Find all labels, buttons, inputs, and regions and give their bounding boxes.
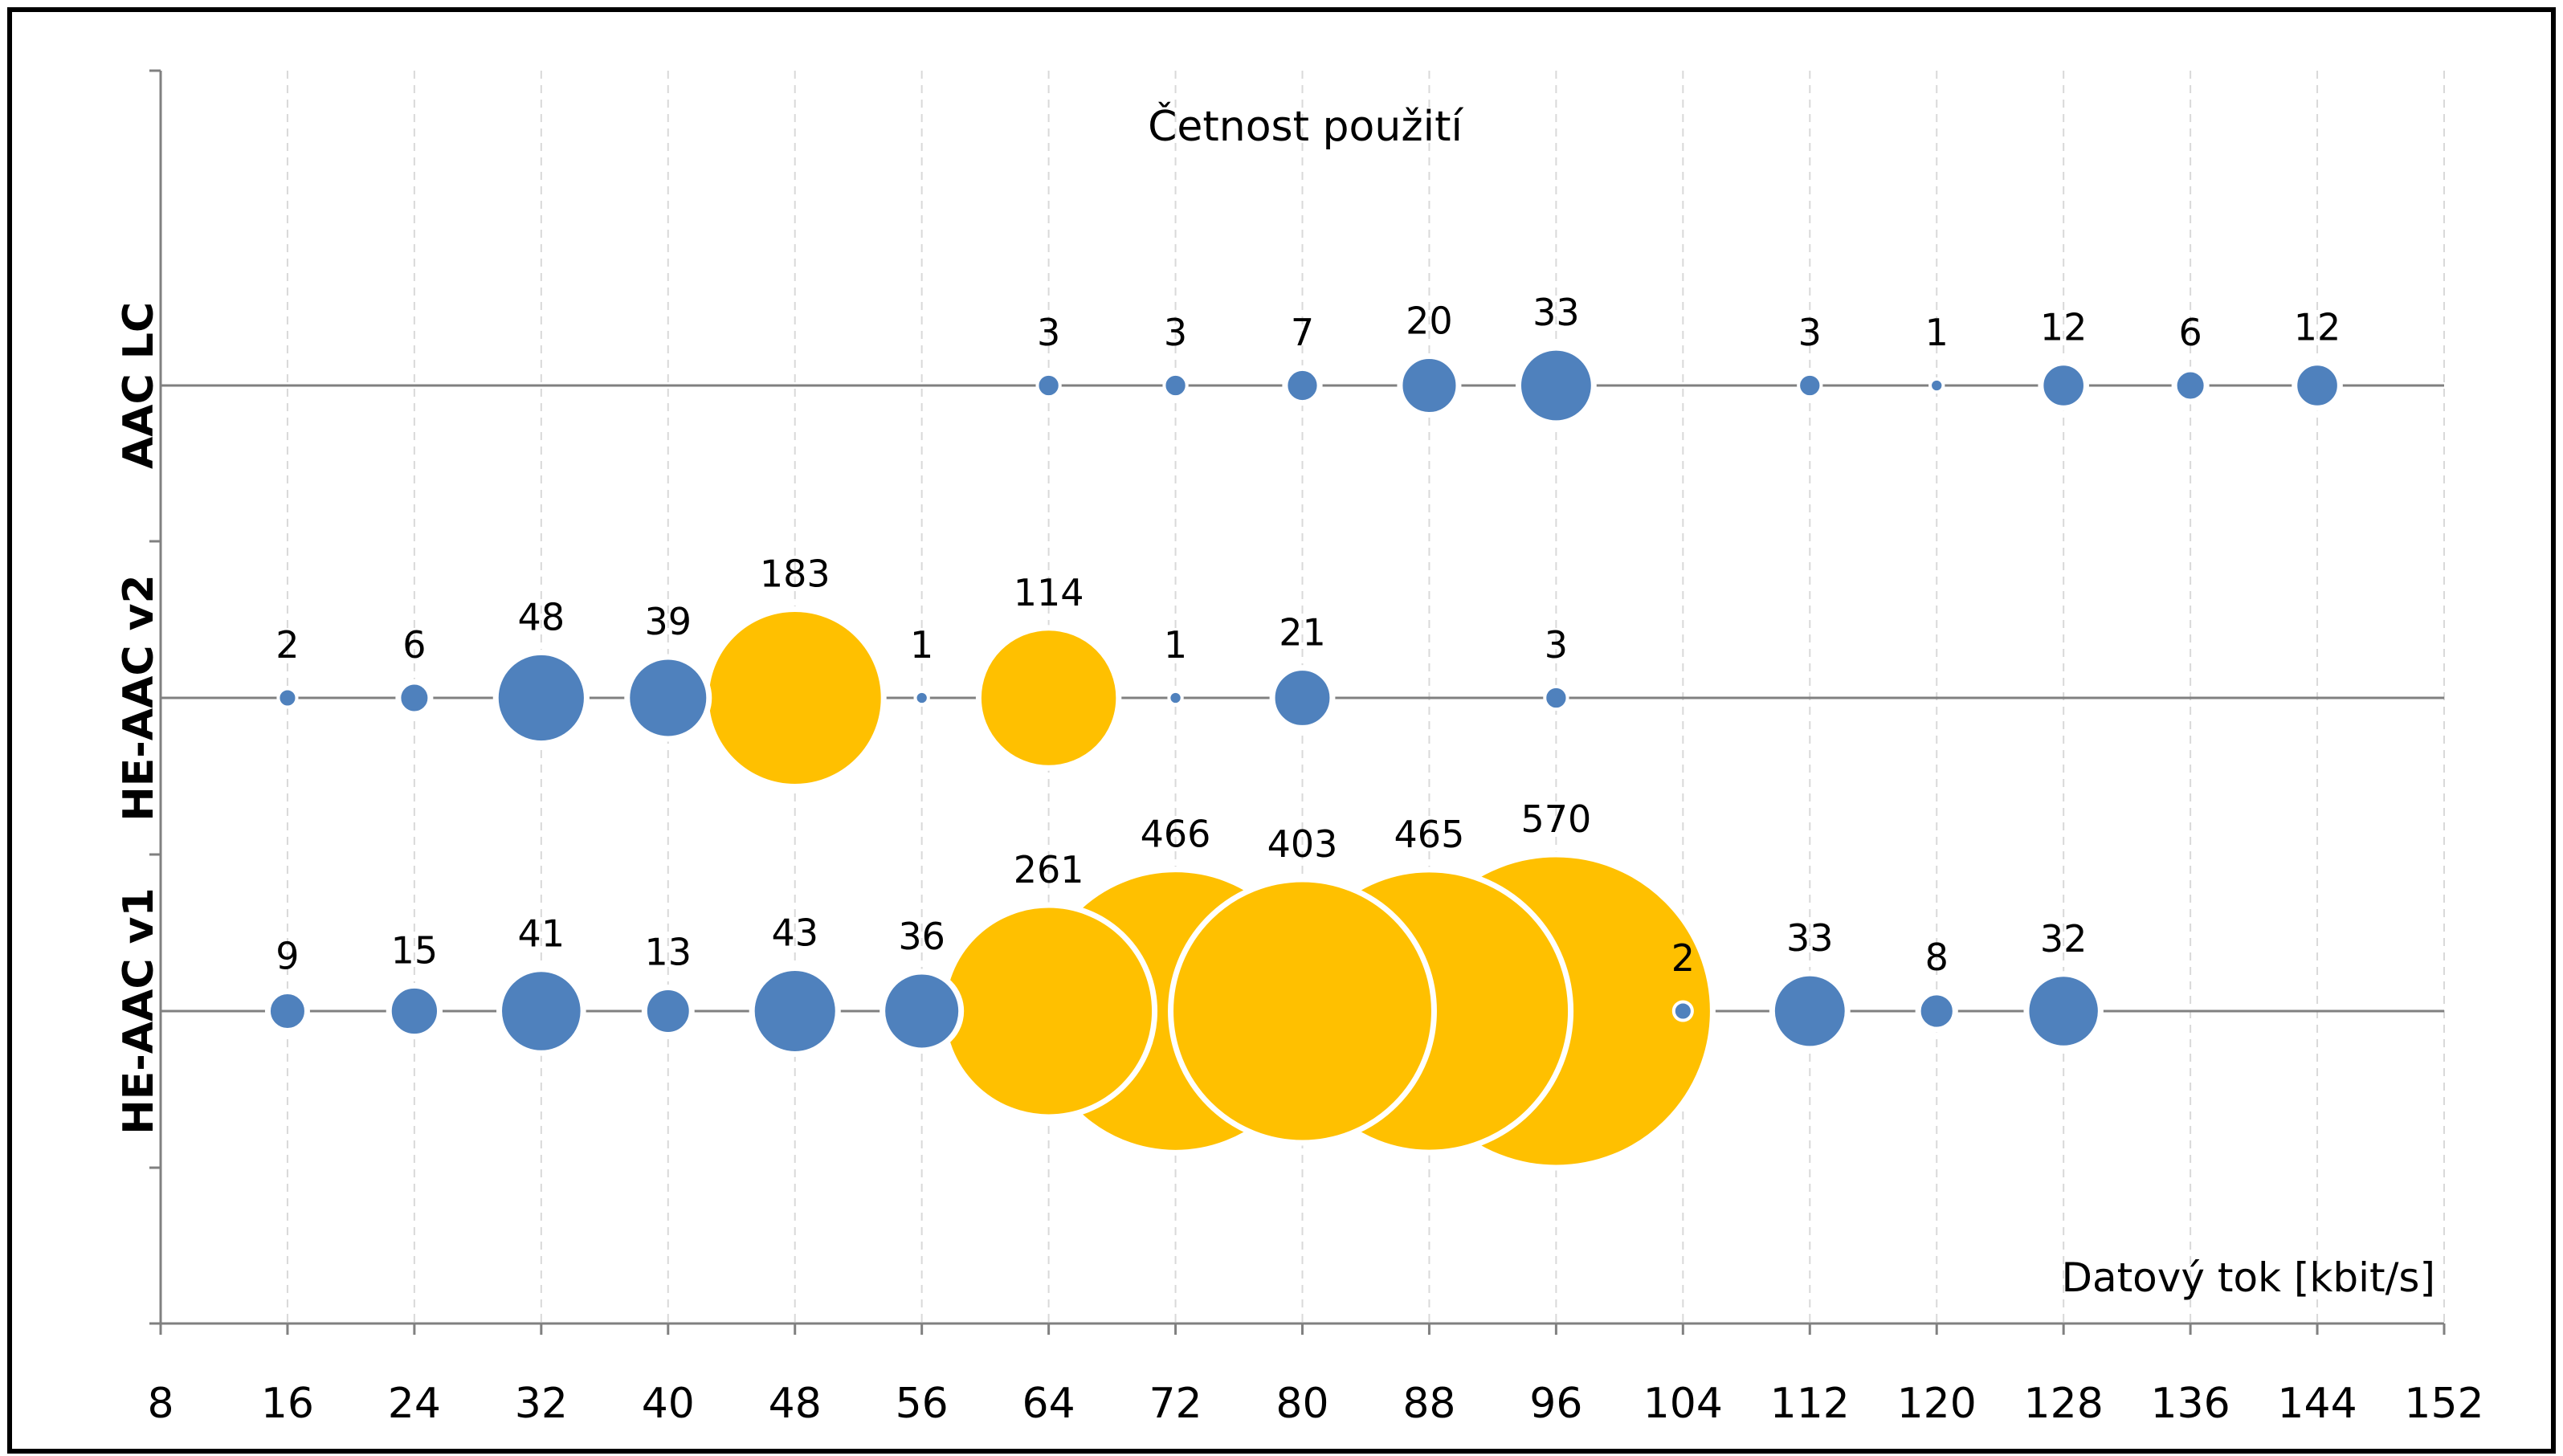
x-tick-label: 152 — [2404, 1380, 2483, 1428]
bubble — [749, 965, 841, 1058]
data-label: 261 — [1014, 848, 1084, 891]
bubble — [1915, 989, 1958, 1033]
bubble — [1769, 970, 1851, 1052]
data-label: 183 — [760, 553, 831, 596]
data-label: 3 — [1037, 311, 1060, 354]
data-label: 2 — [1671, 936, 1695, 980]
data-label: 48 — [518, 595, 565, 638]
data-label: 7 — [1291, 311, 1314, 354]
x-tick-label: 80 — [1275, 1380, 1328, 1428]
bubble — [492, 649, 590, 747]
data-label: 114 — [1014, 571, 1084, 614]
bubble — [1282, 365, 1323, 406]
x-tick-label: 40 — [642, 1380, 695, 1428]
category-label: HE-AAC v2 — [115, 574, 163, 821]
data-label: 1 — [1164, 623, 1187, 667]
bubble — [703, 606, 887, 789]
x-tick-label: 32 — [515, 1380, 568, 1428]
data-label: 41 — [518, 912, 565, 956]
chart-frame — [7, 7, 2556, 1454]
bubble — [496, 966, 586, 1056]
data-label: 3 — [1545, 623, 1568, 667]
bubble — [1168, 876, 1437, 1146]
bubble — [1928, 377, 1945, 394]
data-label: 3 — [1164, 311, 1187, 354]
bubble — [641, 985, 695, 1038]
data-label: 33 — [1786, 916, 1834, 960]
x-tick-label: 8 — [147, 1380, 173, 1428]
bubble — [1162, 372, 1189, 399]
data-label: 403 — [1267, 822, 1338, 866]
bubble — [940, 902, 1158, 1120]
data-label: 33 — [1532, 291, 1580, 334]
bubble — [1167, 689, 1184, 707]
data-label: 465 — [1394, 813, 1465, 856]
x-tick-label: 96 — [1529, 1380, 1582, 1428]
bubble — [1671, 1000, 1694, 1022]
bubble — [1269, 665, 1336, 731]
x-tick-label: 120 — [1897, 1380, 1977, 1428]
x-tick-label: 136 — [2150, 1380, 2230, 1428]
data-label: 36 — [898, 915, 945, 958]
chart-title: Četnost použití — [1148, 101, 1463, 151]
x-axis-title: Datový tok [kbit/s] — [2061, 1254, 2435, 1301]
data-label: 43 — [771, 911, 818, 954]
bubble — [2171, 366, 2210, 405]
x-tick-label: 128 — [2024, 1380, 2104, 1428]
x-tick-label: 72 — [1149, 1380, 1202, 1428]
x-tick-label: 64 — [1022, 1380, 1075, 1428]
bubble — [1797, 372, 1823, 399]
x-tick-label: 88 — [1402, 1380, 1455, 1428]
data-label: 21 — [1279, 611, 1326, 655]
data-label: 2 — [275, 623, 299, 667]
data-label: 9 — [275, 934, 299, 977]
x-tick-label: 104 — [1643, 1380, 1723, 1428]
data-label: 1 — [1925, 311, 1949, 354]
bubble — [276, 687, 299, 709]
bubble — [975, 625, 1122, 771]
data-label: 570 — [1520, 797, 1591, 841]
data-label: 12 — [2294, 306, 2341, 349]
category-label: AAC LC — [115, 302, 163, 469]
bubble — [2023, 971, 2104, 1051]
data-label: 13 — [645, 931, 692, 974]
x-tick-label: 16 — [261, 1380, 314, 1428]
data-label: 20 — [1406, 299, 1453, 342]
x-tick-label: 56 — [896, 1380, 949, 1428]
data-label: 6 — [2178, 311, 2202, 354]
bubbles — [264, 345, 2343, 1171]
data-label: 32 — [2040, 917, 2088, 960]
data-label: 15 — [391, 928, 439, 972]
data-label: 8 — [1925, 936, 1949, 979]
data-label: 39 — [645, 600, 692, 643]
bubble — [264, 988, 310, 1034]
bubble — [395, 679, 434, 717]
bubble — [1515, 345, 1597, 426]
data-label: 3 — [1798, 311, 1822, 354]
bubble — [880, 969, 965, 1054]
bubble — [2292, 360, 2343, 411]
data-label: 466 — [1141, 813, 1211, 856]
x-tick-label: 24 — [388, 1380, 441, 1428]
data-label: 12 — [2040, 306, 2088, 349]
bubble — [624, 654, 712, 742]
data-label: 6 — [402, 623, 426, 667]
bubble — [1543, 684, 1569, 712]
x-tick-label: 112 — [1770, 1380, 1850, 1428]
bubble — [1035, 372, 1062, 399]
bubble — [2038, 360, 2089, 411]
bubble — [913, 689, 930, 707]
data-label: 1 — [910, 623, 933, 667]
axes: 8 16 24 32 40 48 56 64 72 80 88 96 104 112 120 128 136 14… — [147, 69, 2484, 1428]
x-tick-label: 144 — [2277, 1380, 2357, 1428]
bubble — [386, 982, 443, 1040]
x-tick-label: 48 — [769, 1380, 822, 1428]
category-label: HE-AAC v1 — [115, 887, 163, 1134]
bubble — [1397, 353, 1462, 418]
